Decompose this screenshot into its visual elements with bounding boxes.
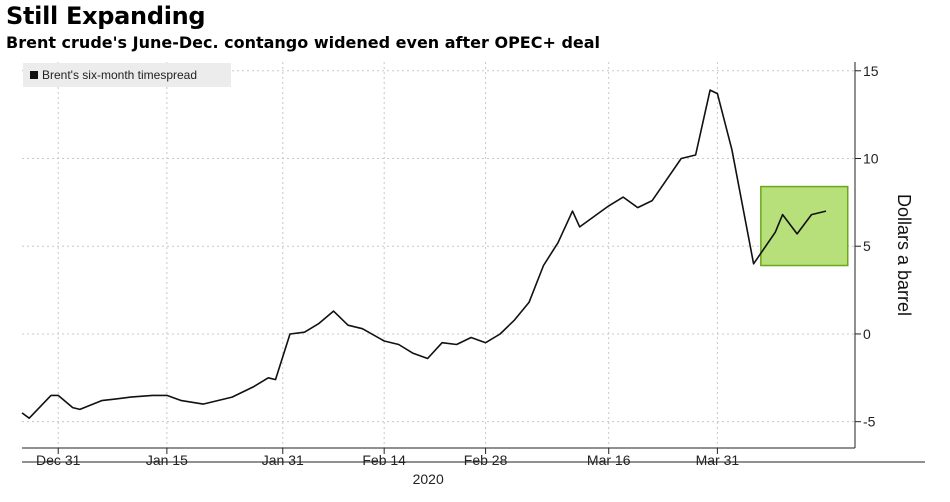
y-tick-label: 5 <box>863 238 871 254</box>
y-tick-label: -5 <box>863 414 876 430</box>
series-layer <box>21 89 827 420</box>
x-tick-label: Mar 16 <box>587 452 631 468</box>
series-line <box>21 89 827 420</box>
x-tick-label: Feb 14 <box>362 452 406 468</box>
x-tick-label: Feb 28 <box>464 452 508 468</box>
y-tick-label: 10 <box>863 151 879 167</box>
chart-title: Still Expanding <box>6 2 206 30</box>
y-tick-label: 15 <box>863 63 879 79</box>
x-tick-label: Jan 15 <box>146 452 188 468</box>
gridlines <box>22 62 855 448</box>
x-axis-label: 2020 <box>413 471 444 487</box>
x-tick-label: Dec 31 <box>36 452 81 468</box>
chart-subtitle: Brent crude's June-Dec. contango widened… <box>6 33 601 52</box>
legend-background <box>23 63 231 87</box>
legend: Brent's six-month timespread <box>23 63 231 87</box>
axes: -5 0 5 10 15 Dec 31 Jan 15 Jan 31 Feb 14 Feb 28 Ma… <box>22 62 925 468</box>
highlight-layer <box>760 185 849 267</box>
x-tick-label: Mar 31 <box>696 452 740 468</box>
legend-label: Brent's six-month timespread <box>42 68 197 82</box>
y-axis-label: Dollars a barrel <box>894 194 914 316</box>
y-tick-label: 0 <box>863 326 871 342</box>
x-tick-label: Jan 31 <box>262 452 304 468</box>
legend-swatch <box>30 71 38 79</box>
highlight-box <box>760 185 849 267</box>
